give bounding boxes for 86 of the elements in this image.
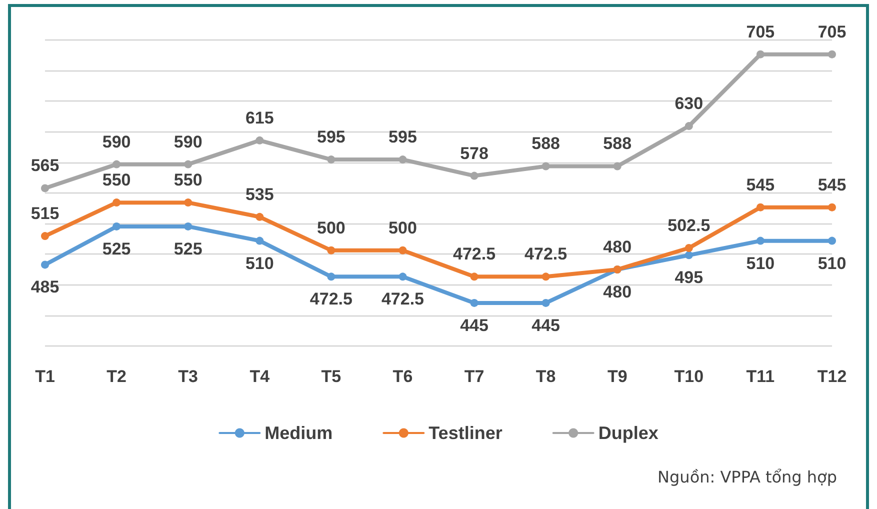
point: [828, 203, 836, 212]
point: [327, 156, 336, 164]
point: [470, 272, 478, 281]
data-label: 578: [460, 144, 488, 163]
x-tick-label: T4: [250, 367, 270, 386]
data-label: 472.5: [381, 290, 424, 309]
point: [256, 236, 264, 245]
point: [613, 162, 622, 170]
data-label: 588: [532, 134, 560, 154]
data-label: 472.5: [524, 244, 568, 264]
point: [828, 236, 836, 245]
data-label: 550: [174, 170, 202, 190]
data-label: 502.5: [668, 216, 710, 235]
point: [542, 272, 550, 281]
data-label: 545: [818, 175, 846, 194]
point: [184, 222, 192, 230]
data-label: 510: [818, 254, 846, 273]
data-label: 565: [30, 156, 60, 176]
data-label: 705: [818, 22, 846, 42]
data-label: 495: [674, 268, 704, 288]
point: [470, 172, 478, 180]
x-tick-label: T9: [607, 367, 628, 386]
point: [542, 162, 550, 170]
point: [756, 50, 764, 58]
x-tick-label: T2: [106, 367, 126, 386]
data-label: 590: [102, 132, 131, 152]
data-label: 705: [746, 22, 775, 42]
point: [398, 272, 407, 281]
legend-label: Duplex: [598, 423, 658, 443]
x-tick-label: T7: [464, 367, 484, 386]
data-label: 480: [603, 282, 632, 302]
x-tick-label: T12: [817, 367, 847, 386]
x-tick-label: T11: [746, 367, 775, 386]
point: [112, 222, 121, 230]
point: [184, 160, 192, 168]
data-label: 535: [245, 184, 274, 204]
point: [398, 246, 407, 254]
x-tick-label: T5: [321, 367, 342, 386]
data-label: 630: [674, 94, 704, 114]
point: [41, 260, 49, 269]
data-label: 510: [245, 254, 274, 273]
text: Nguồn: VPPA tổng hợp: [658, 468, 837, 486]
data-label: 515: [30, 204, 60, 224]
data-label: 525: [174, 239, 202, 258]
x-tick-label: T8: [536, 367, 556, 386]
data-label: 545: [746, 175, 775, 194]
data-label: 485: [30, 278, 60, 297]
point: [112, 198, 121, 207]
data-label: 550: [102, 170, 131, 190]
legend-label: Testliner: [428, 423, 502, 443]
data-label: 590: [174, 132, 202, 152]
data-label: 500: [388, 218, 417, 238]
data-label: 595: [388, 128, 417, 147]
point: [41, 232, 49, 240]
point: [756, 203, 764, 212]
data-label: 525: [102, 239, 131, 258]
data-label: 500: [316, 218, 346, 238]
data-label: 472.5: [310, 290, 352, 309]
x-tick-label: T10: [674, 367, 704, 386]
data-label: 445: [460, 316, 488, 335]
x-tick-label: T3: [178, 367, 198, 386]
point: [684, 122, 693, 130]
point: [684, 251, 693, 260]
point: [112, 160, 121, 168]
data-label: 480: [603, 238, 632, 256]
point: [327, 272, 336, 281]
point: [398, 156, 407, 164]
data-label: 615: [245, 108, 274, 128]
x-tick-label: T1: [35, 367, 55, 386]
point: [41, 184, 49, 192]
data-label: 472.5: [453, 244, 496, 264]
legend-label: Medium: [264, 423, 333, 443]
data-label: 595: [316, 128, 346, 147]
point: [828, 50, 836, 58]
x-tick-label: T6: [392, 367, 413, 386]
point: [184, 198, 192, 207]
point: [542, 298, 550, 307]
data-label: 445: [532, 316, 560, 335]
data-label: 510: [746, 254, 775, 273]
point: [684, 244, 693, 252]
data-label: 588: [603, 134, 632, 154]
point: [256, 136, 264, 144]
point: [470, 298, 478, 307]
point: [756, 236, 764, 245]
point: [327, 246, 336, 254]
point: [256, 212, 264, 221]
